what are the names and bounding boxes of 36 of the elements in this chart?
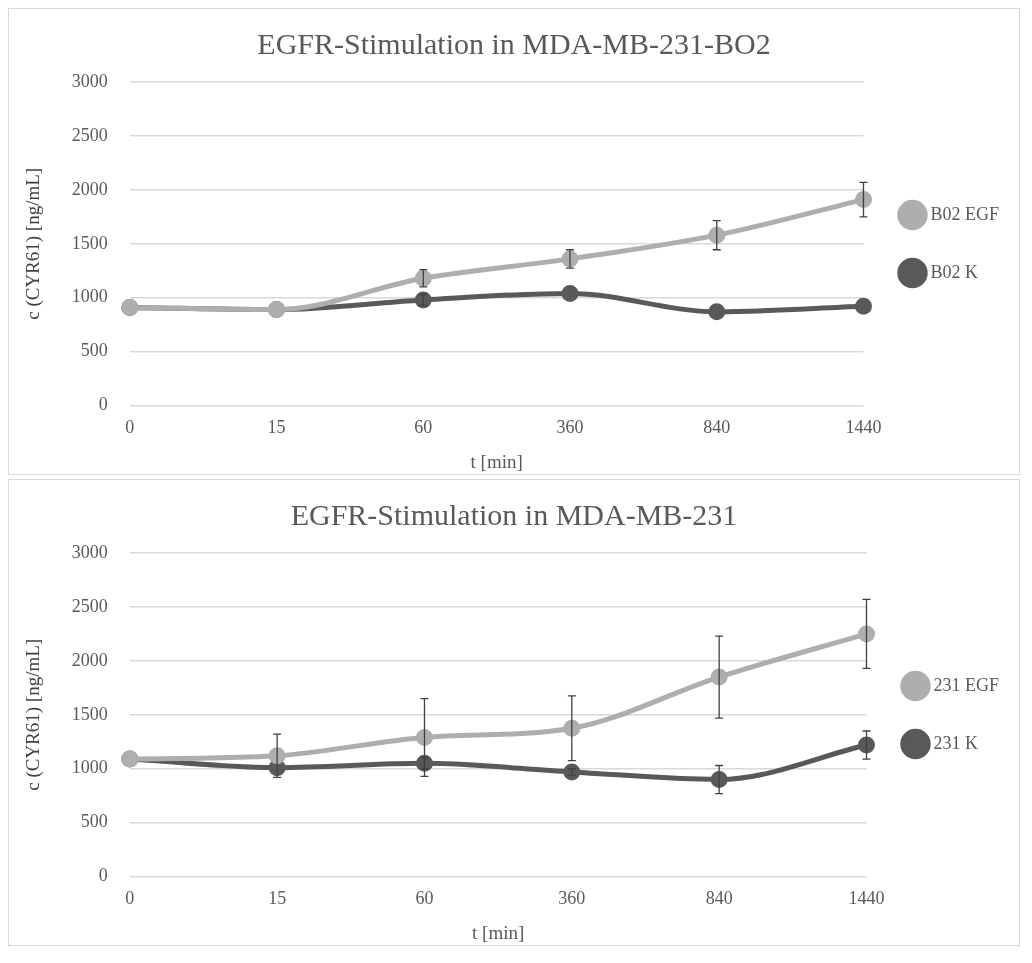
x-tick-label: 360 [558,888,586,909]
y-tick-label: 500 [80,340,108,361]
y-tick-label: 1000 [71,286,108,307]
x-tick-label: 15 [268,888,287,909]
y-tick-label: 0 [98,865,108,886]
legend-label: 231 EGF [933,674,1000,695]
x-tick-label: 360 [556,417,584,438]
x-tick-label: 840 [703,417,731,438]
x-tick-label: 840 [705,888,733,909]
y-tick-label: 2000 [71,649,108,670]
legend-label: 231 K [933,732,978,753]
x-tick-label: 60 [415,888,434,909]
y-tick-label: 2500 [71,124,108,145]
y-tick-label: 2500 [71,595,108,616]
y-tick-label: 3000 [71,70,108,91]
x-tick-label: 1440 [848,888,885,909]
chart-title: EGFR-Stimulation in MDA-MB-231 [290,497,738,531]
legend-label: B02 K [930,261,978,282]
legend-label: B02 EGF [930,203,999,224]
x-axis-title: t [min] [470,450,523,472]
y-axis-title: c (CYR61) [ng/mL] [22,167,45,320]
y-tick-label: 1000 [71,757,108,778]
y-tick-label: 3000 [71,541,108,562]
x-tick-label: 60 [414,417,433,438]
y-tick-label: 500 [80,811,108,832]
y-tick-label: 2000 [71,178,108,199]
x-tick-label: 1440 [845,417,882,438]
x-tick-label: 0 [125,417,135,438]
x-tick-label: 0 [125,888,135,909]
y-tick-label: 1500 [71,703,108,724]
x-tick-label: 15 [267,417,286,438]
y-tick-label: 1500 [71,232,108,253]
chart-title: EGFR-Stimulation in MDA-MB-231-BO2 [257,26,771,60]
y-axis-title: c (CYR61) [ng/mL] [22,638,45,791]
y-tick-label: 0 [98,394,108,415]
x-axis-title: t [min] [472,921,525,943]
